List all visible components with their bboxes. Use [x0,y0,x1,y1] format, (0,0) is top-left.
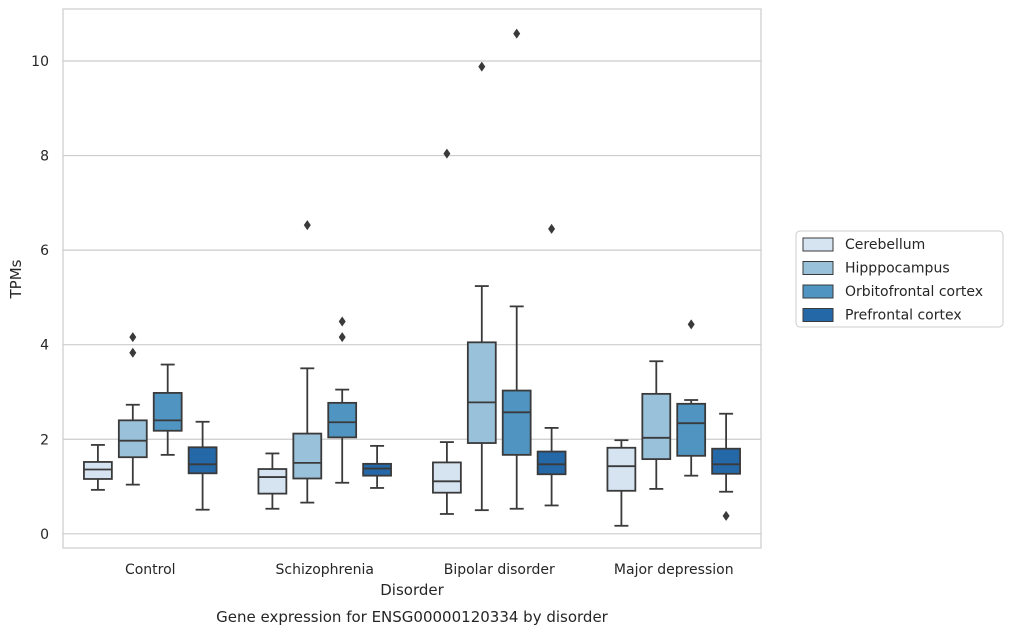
box [83,461,113,480]
legend-label: Orbitofrontal cortex [845,284,983,300]
outlier-point [478,61,486,72]
x-axis-label: Disorder [380,581,444,599]
outlier-point [443,148,451,159]
y-tick-label: 6 [40,243,49,259]
x-tick-label: Bipolar disorder [444,562,555,578]
box [676,402,707,457]
x-tick-labels: Control Schizophrenia Bipolar disorder Majo… [125,562,734,578]
legend-swatch [802,261,834,275]
legend-swatch [802,308,834,322]
x-tick-label: Schizophrenia [276,562,374,578]
box [536,450,567,476]
series-orbitofrontal-cortex [152,28,707,510]
box [432,461,462,494]
outlier-point [513,28,521,39]
box [641,392,672,461]
outlier-point [548,223,556,234]
y-axis-label: TPMs [7,259,25,299]
x-tick-label: Major depression [614,562,734,578]
legend-label: Hipppocampus [845,261,950,277]
box [362,462,392,477]
series-hipppocampus [117,61,672,512]
y-tick-label: 8 [40,149,49,165]
box [606,446,637,492]
box [117,419,148,459]
outlier-point [687,319,695,330]
y-tick-labels: 0 2 4 6 8 10 [31,54,49,543]
box [327,401,358,439]
outlier-point [129,347,137,358]
box [466,341,497,444]
box-series [83,28,741,527]
box [152,392,183,432]
series-cerebellum [83,148,637,527]
figure-caption: Gene expression for ENSG00000120334 by d… [216,608,609,626]
legend-label: Prefrontal cortex [845,308,962,324]
plot-frame [62,8,762,549]
outlier-point [129,332,137,343]
outlier-point [303,220,311,231]
box [292,432,323,480]
outlier-point [338,332,346,343]
gridlines [63,60,761,535]
y-tick-label: 4 [40,338,49,354]
box [501,389,532,456]
legend-swatch [802,284,834,299]
legend-swatch [802,237,834,252]
y-tick-label: 2 [40,432,49,448]
x-tick-label: Control [125,562,176,578]
legend-label: Cerebellum [845,237,925,253]
box [711,447,741,475]
outlier-point [722,510,730,521]
legend-frame [795,230,1004,328]
legend: Cerebellum Hipppocampus Orbitofrontal cort… [795,230,1004,328]
box [187,446,218,475]
y-tick-label: 0 [40,527,49,543]
y-tick-label: 10 [31,54,49,70]
series-prefrontal-cortex [187,223,741,521]
outlier-point [338,316,346,327]
box [257,468,288,495]
